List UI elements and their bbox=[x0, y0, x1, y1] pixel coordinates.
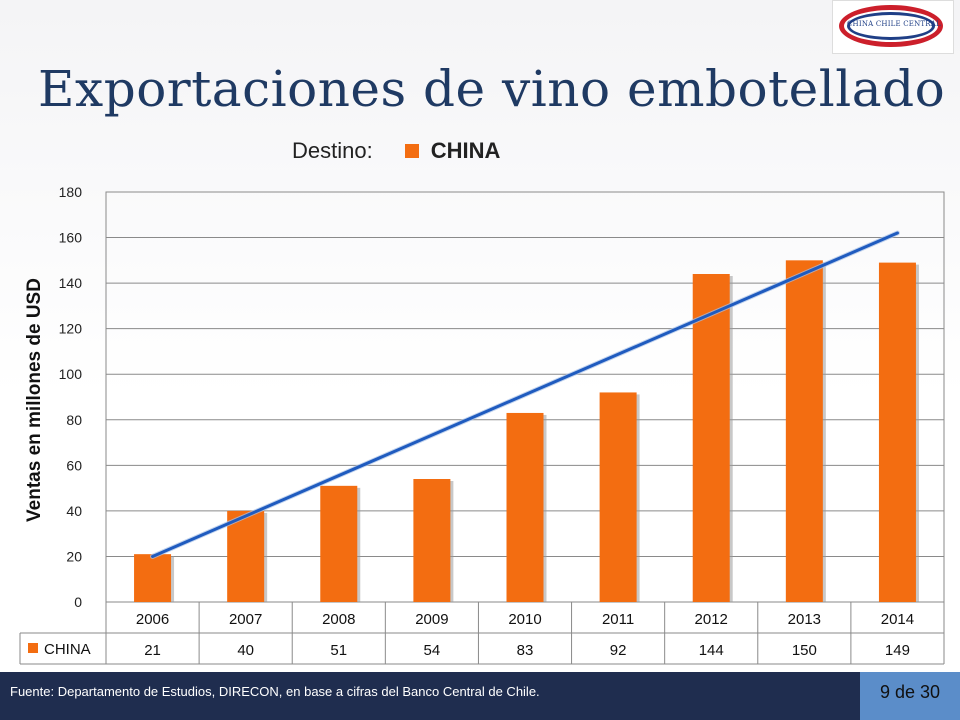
data-value-label: 40 bbox=[237, 642, 254, 659]
x-category-label: 2010 bbox=[508, 611, 541, 628]
data-value-label: 83 bbox=[517, 642, 534, 659]
logo-text: CHINA CHILE CENTRAL bbox=[847, 20, 941, 28]
bar bbox=[134, 554, 172, 602]
y-tick-label: 160 bbox=[59, 230, 83, 246]
footer-bar: Fuente: Departamento de Estudios, DIRECO… bbox=[0, 672, 960, 720]
china-chile-central-logo: CHINA CHILE CENTRAL bbox=[832, 0, 954, 54]
y-tick-label: 0 bbox=[74, 594, 82, 610]
bar bbox=[506, 412, 544, 602]
y-tick-label: 60 bbox=[66, 457, 82, 473]
x-category-label: 2008 bbox=[322, 611, 355, 628]
y-tick-label: 100 bbox=[59, 366, 83, 382]
data-value-label: 92 bbox=[610, 642, 627, 659]
y-tick-label: 180 bbox=[59, 184, 83, 200]
y-tick-label: 120 bbox=[59, 321, 83, 337]
page-number: 9 de 30 bbox=[879, 682, 941, 702]
page-number-box: 9 de 30 bbox=[860, 672, 960, 720]
data-value-label: 144 bbox=[699, 642, 724, 659]
bar bbox=[878, 262, 916, 602]
x-category-label: 2013 bbox=[788, 611, 821, 628]
legend-series-name: CHINA bbox=[430, 138, 501, 163]
y-tick-label: 80 bbox=[66, 412, 82, 428]
legend-destination-label: Destino: bbox=[292, 138, 373, 163]
bar bbox=[785, 260, 823, 602]
chart-legend: Destino: CHINA bbox=[292, 136, 500, 166]
table-series-name: CHINA bbox=[44, 641, 91, 658]
x-category-label: 2006 bbox=[136, 611, 169, 628]
source-note: Fuente: Departamento de Estudios, DIRECO… bbox=[10, 684, 540, 699]
logo-outer-ring bbox=[839, 5, 943, 47]
y-tick-label: 140 bbox=[59, 275, 83, 291]
y-tick-label: 20 bbox=[66, 548, 82, 564]
x-category-label: 2009 bbox=[415, 611, 448, 628]
x-category-label: 2011 bbox=[602, 611, 634, 628]
bar bbox=[599, 392, 637, 602]
x-category-label: 2014 bbox=[881, 611, 914, 628]
trendline bbox=[151, 231, 899, 558]
bar-chart: 0 20 40 60 80 100 120 140 160 180 2006 2007 2008 2009… bbox=[19, 184, 945, 665]
logo-inner-ring bbox=[847, 12, 935, 40]
bar bbox=[320, 485, 358, 602]
legend-swatch bbox=[404, 144, 419, 158]
data-value-label: 150 bbox=[792, 642, 817, 659]
bar bbox=[227, 510, 265, 602]
data-value-label: 51 bbox=[330, 642, 347, 659]
x-category-label: 2012 bbox=[695, 611, 728, 628]
bar bbox=[692, 274, 730, 602]
y-tick-label: 40 bbox=[66, 503, 82, 519]
data-value-label: 21 bbox=[144, 642, 161, 659]
table-legend-swatch bbox=[28, 643, 38, 653]
bar bbox=[413, 479, 451, 602]
data-value-label: 54 bbox=[424, 642, 441, 659]
slide-title: Exportaciones de vino embotellado bbox=[38, 60, 946, 118]
data-value-label: 149 bbox=[885, 642, 910, 659]
x-category-label: 2007 bbox=[229, 611, 262, 628]
